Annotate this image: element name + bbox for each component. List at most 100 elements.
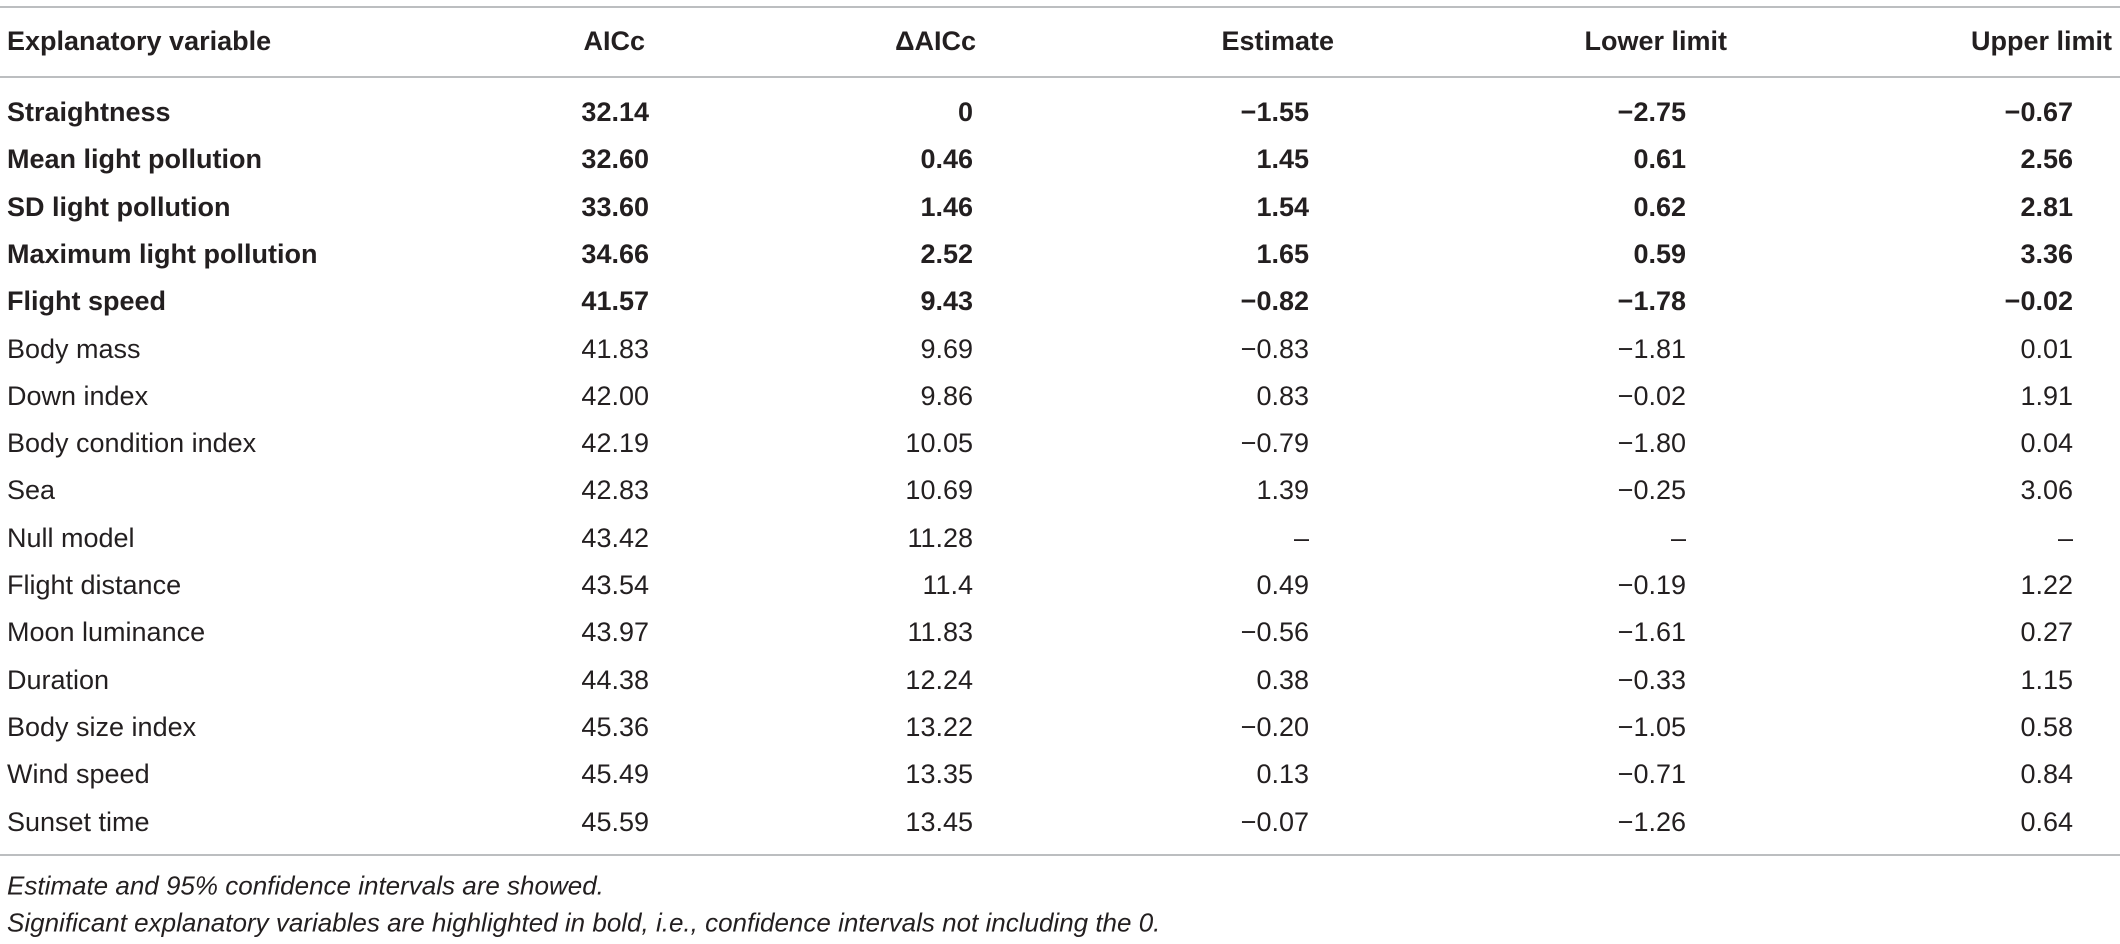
header-rule: [0, 76, 2120, 78]
table-cell: 0.04: [2020, 428, 2073, 459]
table-cell: 33.60: [581, 191, 649, 222]
table-cell: 34.66: [581, 238, 649, 269]
table-cell: 13.45: [905, 806, 973, 837]
table-cell: 10.05: [905, 428, 973, 459]
table-cell: 12.24: [905, 664, 973, 695]
column-header: Lower limit: [1584, 26, 1727, 56]
table-cell: 1.54: [1256, 191, 1309, 222]
column-header: ΔAICc: [895, 26, 976, 56]
table-cell: 41.83: [581, 333, 649, 364]
column-header: Explanatory variable: [7, 26, 272, 56]
table-cell: 43.42: [581, 522, 649, 553]
table-cell: 0.38: [1256, 664, 1309, 695]
table-cell: −0.56: [1240, 617, 1309, 648]
row-label: Duration: [7, 664, 110, 695]
table-cell: 9.86: [920, 380, 973, 411]
column-header: AICc: [583, 26, 645, 56]
table-cell: 0.13: [1256, 759, 1309, 790]
row-label: Straightness: [7, 97, 171, 127]
table-cell: 43.97: [581, 617, 649, 648]
table-cell: −1.61: [1617, 617, 1686, 648]
table-cell: 2.52: [920, 238, 973, 269]
table-cell: 1.39: [1256, 475, 1309, 506]
table-cell: −1.80: [1617, 428, 1686, 459]
table-cell: 0.27: [2020, 617, 2073, 648]
column-header: Estimate: [1221, 26, 1334, 56]
table-cell: −0.71: [1617, 759, 1686, 790]
table-cell: 11.4: [922, 570, 973, 600]
footnote: Significant explanatory variables are hi…: [7, 907, 1161, 938]
table-cell: 11.28: [907, 522, 973, 553]
table-cell: −2.75: [1617, 97, 1686, 127]
table-cell: −0.67: [2004, 97, 2073, 127]
row-label: Wind speed: [7, 759, 150, 790]
table-cell: 2.81: [2020, 191, 2073, 222]
table-cell: 2.56: [2020, 144, 2073, 175]
row-label: Moon luminance: [7, 617, 206, 648]
table-cell: 42.83: [581, 475, 649, 506]
table-cell: 41.57: [581, 286, 649, 317]
row-label: Body size index: [7, 711, 197, 742]
table-cell: –: [1670, 522, 1686, 553]
table-cell: −1.55: [1240, 97, 1309, 127]
table-cell: 44.38: [581, 664, 649, 695]
table-cell: 0.61: [1633, 144, 1686, 175]
table-cell: 0.83: [1256, 380, 1309, 411]
table-cell: 43.54: [581, 570, 649, 600]
table-cell: –: [1293, 522, 1309, 553]
table-cell: 1.91: [2020, 380, 2073, 411]
table-cell: 0.64: [2020, 806, 2073, 837]
table-cell: 10.69: [905, 475, 973, 506]
table-cell: 42.00: [581, 380, 649, 411]
table-cell: −0.07: [1240, 806, 1309, 837]
table-cell: 0.01: [2020, 333, 2073, 364]
row-label: Null model: [7, 522, 135, 553]
table-cell: −1.81: [1617, 333, 1686, 364]
table-cell: 0.46: [920, 144, 973, 175]
table-cell: 45.59: [581, 806, 649, 837]
row-label: Sunset time: [7, 806, 150, 837]
table-cell: 9.43: [920, 286, 973, 317]
table-cell: –: [2057, 522, 2073, 553]
table-cell: 9.69: [920, 333, 973, 364]
table-cell: 13.35: [905, 759, 973, 790]
table-cell: −0.02: [1617, 380, 1686, 411]
table-cell: 32.60: [581, 144, 649, 175]
table-cell: 0: [957, 97, 973, 127]
row-label: Mean light pollution: [7, 144, 262, 175]
table-cell: 1.46: [920, 191, 973, 222]
table-cell: 0.59: [1633, 238, 1686, 269]
table-cell: 45.49: [581, 759, 649, 790]
column-header: Upper limit: [1970, 26, 2112, 56]
table-cell: −0.19: [1617, 570, 1686, 600]
table-cell: −0.25: [1617, 475, 1686, 506]
row-label: Flight distance: [7, 570, 182, 600]
table-cell: −0.33: [1617, 664, 1686, 695]
table-cell: −1.26: [1617, 806, 1686, 837]
row-label: Maximum light pollution: [7, 238, 318, 269]
table-cell: −0.20: [1240, 711, 1309, 742]
row-label: Sea: [7, 475, 56, 506]
table-cell: −0.79: [1240, 428, 1309, 459]
row-label: SD light pollution: [7, 191, 231, 222]
table-cell: −0.02: [2004, 286, 2073, 317]
row-label: Body condition index: [7, 428, 257, 459]
table-cell: 0.62: [1633, 191, 1686, 222]
table-cell: −0.82: [1240, 286, 1309, 317]
table-cell: −0.83: [1240, 333, 1309, 364]
table-cell: 11.83: [907, 617, 973, 648]
table-cell: 3.06: [2020, 475, 2073, 506]
table-cell: 1.22: [2020, 570, 2073, 600]
table-cell: 0.58: [2020, 711, 2073, 742]
footnote: Estimate and 95% confidence intervals ar…: [7, 870, 604, 901]
row-label: Down index: [7, 380, 149, 411]
table-cell: 32.14: [581, 97, 649, 127]
table-cell: 0.84: [2020, 759, 2073, 790]
table-cell: 42.19: [581, 428, 649, 459]
table-cell: 1.45: [1256, 144, 1309, 175]
table-cell: 1.65: [1256, 238, 1309, 269]
table-cell: 0.49: [1256, 570, 1309, 600]
table-cell: 13.22: [905, 711, 973, 742]
table-cell: 45.36: [581, 711, 649, 742]
